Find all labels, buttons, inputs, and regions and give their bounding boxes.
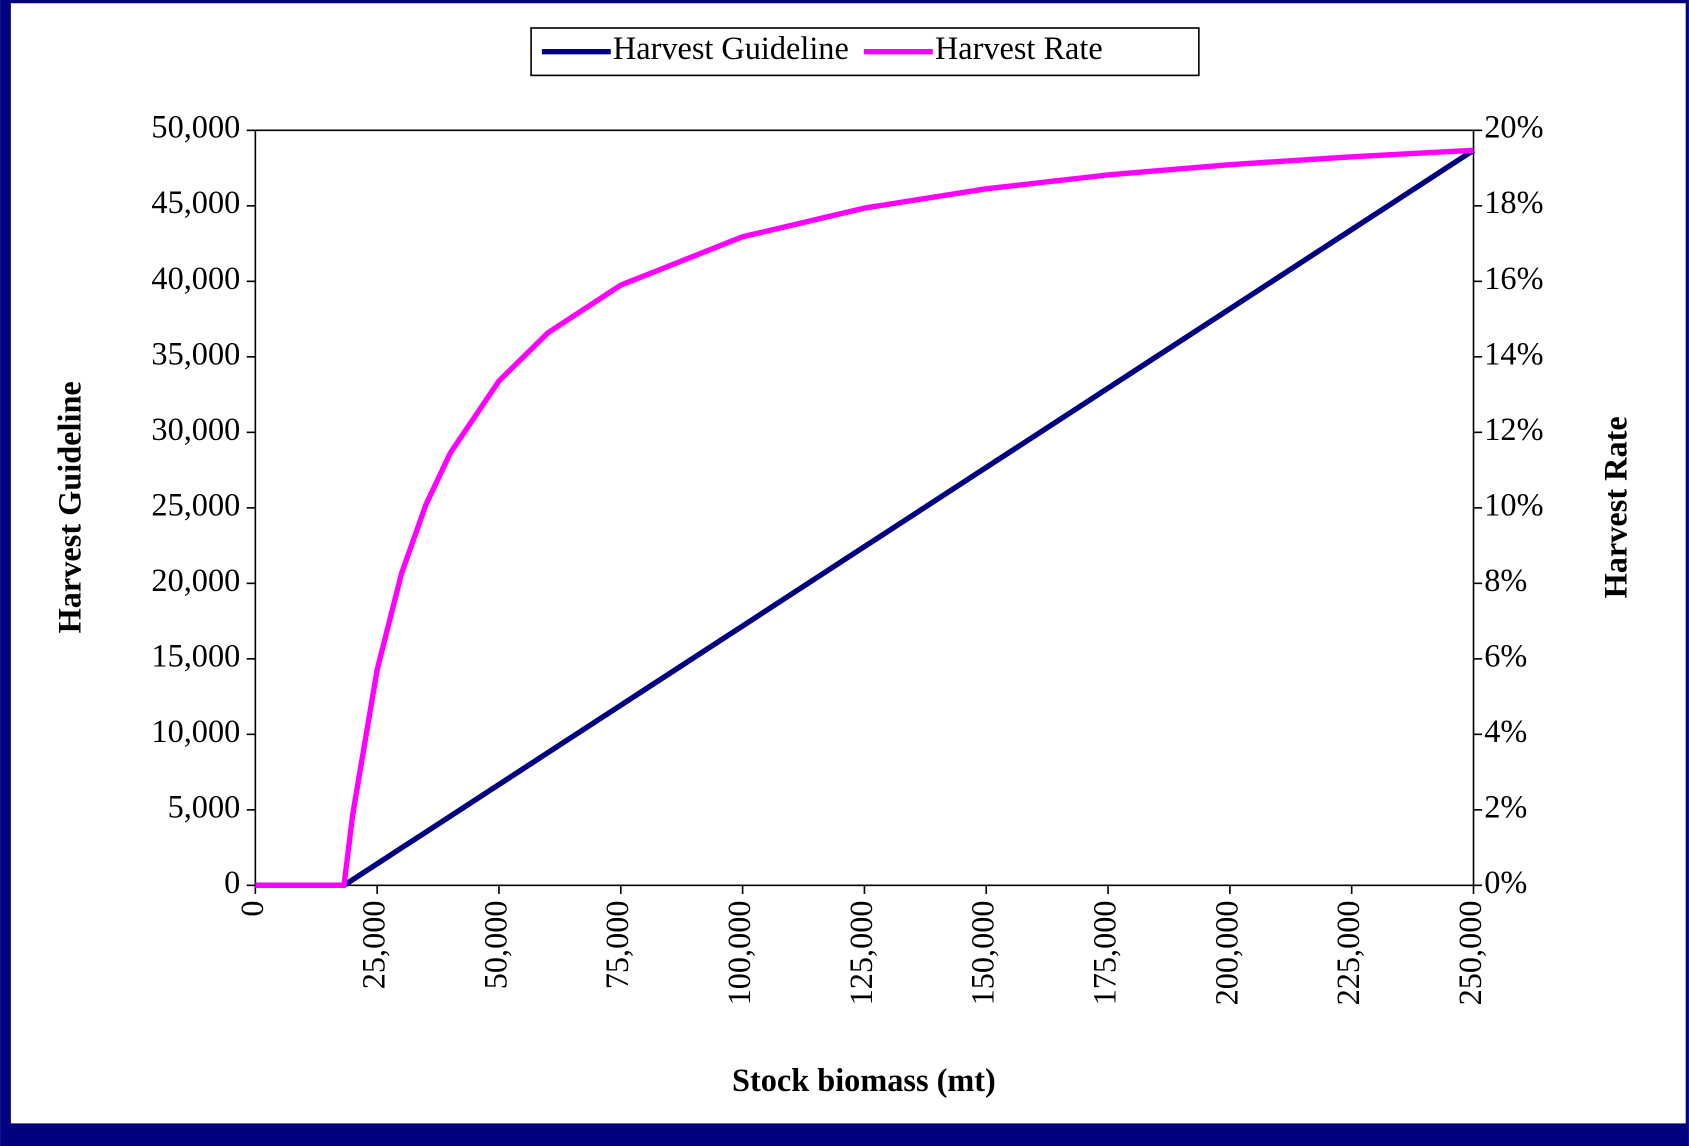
y2-tick-label: 4% <box>1484 713 1527 749</box>
y2-tick-label: 0% <box>1484 864 1527 900</box>
series-line <box>255 147 1474 889</box>
x-tick-label: 75,000 <box>599 900 635 989</box>
x-tick-label: 250,000 <box>1452 900 1488 1005</box>
x-tick-label: 200,000 <box>1208 900 1244 1005</box>
x-tick-label: 0 <box>234 900 270 916</box>
y-tick-label: 5,000 <box>168 788 241 824</box>
y2-axis-title: Harvest Rate <box>1597 416 1633 598</box>
y-tick-label: 30,000 <box>151 411 240 447</box>
y2-tick-label: 14% <box>1484 335 1543 371</box>
x-tick-label: 125,000 <box>843 900 879 1005</box>
y2-tick-label: 18% <box>1484 184 1543 220</box>
y-tick-label: 25,000 <box>151 486 240 522</box>
y-tick-label: 15,000 <box>151 637 240 673</box>
y-axis-title: Harvest Guideline <box>52 381 88 633</box>
y-tick-label: 45,000 <box>151 184 240 220</box>
y2-tick-label: 8% <box>1484 562 1527 598</box>
x-tick-label: 225,000 <box>1330 900 1366 1005</box>
y-tick-label: 50,000 <box>151 109 240 145</box>
series-line <box>255 148 1475 889</box>
legend-label: Harvest Rate <box>935 30 1103 66</box>
x-tick-label: 175,000 <box>1086 900 1122 1005</box>
y-tick-label: 35,000 <box>151 335 240 371</box>
y2-tick-label: 20% <box>1484 109 1543 145</box>
y-tick-label: 20,000 <box>151 562 240 598</box>
y2-tick-label: 10% <box>1484 486 1543 522</box>
y2-tick-label: 12% <box>1484 411 1543 447</box>
x-tick-label: 150,000 <box>965 900 1001 1005</box>
background <box>10 3 1686 1124</box>
legend-label: Harvest Guideline <box>613 30 849 66</box>
x-tick-label: 50,000 <box>477 900 513 989</box>
x-axis-title: Stock biomass (mt) <box>732 1062 996 1098</box>
y-tick-label: 40,000 <box>151 260 240 296</box>
y2-tick-label: 6% <box>1484 637 1527 673</box>
y-tick-label: 0 <box>224 864 240 900</box>
x-tick-label: 25,000 <box>356 900 392 989</box>
y2-tick-label: 16% <box>1484 260 1543 296</box>
x-tick-label: 100,000 <box>721 900 757 1005</box>
y-tick-label: 10,000 <box>151 713 240 749</box>
y2-tick-label: 2% <box>1484 788 1527 824</box>
